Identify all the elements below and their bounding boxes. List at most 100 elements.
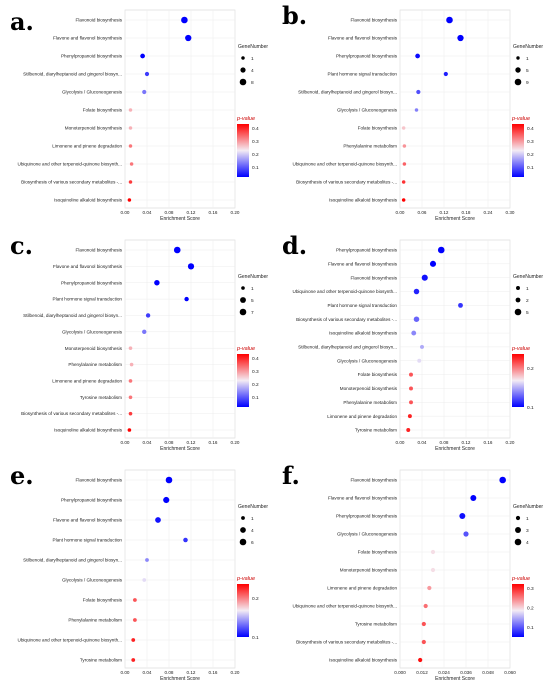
color-legend-title: p-value xyxy=(236,116,255,122)
category-label: Phenylpropanoid biosynthesis xyxy=(336,514,398,519)
data-point xyxy=(429,260,437,267)
category-label: Tyrosine metabolism xyxy=(80,658,122,663)
size-legend-label: 5 xyxy=(251,298,254,304)
plot-area xyxy=(399,9,511,209)
x-tick-label: 0.18 xyxy=(462,210,471,215)
x-tick-label: 0.24 xyxy=(484,210,493,215)
color-legend-title: p-value xyxy=(236,346,255,352)
panel-4: d.0.00 0.04 0.08 0.12 0.16 0.20Phenylpropanoi… xyxy=(282,231,543,452)
data-point xyxy=(128,108,133,112)
size-legend-label: 9 xyxy=(526,80,529,86)
color-legend-tick: 0.1 xyxy=(252,165,259,171)
x-tick-label: 0.16 xyxy=(209,670,218,675)
data-point xyxy=(184,296,189,302)
color-legend-tick: 0.1 xyxy=(527,165,534,171)
category-label: Monoterpenoid biosynthesis xyxy=(340,386,398,391)
data-point xyxy=(421,639,426,645)
color-legend-tick: 0.3 xyxy=(527,139,534,145)
category-label: Ubiquinone and other terpenoid-quinone b… xyxy=(18,162,122,167)
size-legend-label: 4 xyxy=(251,68,254,74)
x-tick-label: 0.20 xyxy=(506,440,515,445)
data-point xyxy=(128,144,133,148)
data-point xyxy=(145,313,151,318)
data-point xyxy=(127,198,132,202)
size-legend-label: 1 xyxy=(526,286,529,292)
category-label: Isoquinoline alkaloid biosynthesis xyxy=(54,198,123,203)
data-point xyxy=(420,344,424,349)
x-tick-label: 0.12 xyxy=(187,670,196,675)
x-axis-label: Enrichment Score xyxy=(160,676,200,682)
color-legend-tick: 0.3 xyxy=(527,586,534,592)
data-point xyxy=(129,362,134,367)
category-label: Glycolysis / Gluconeogenesis xyxy=(337,532,398,537)
category-label: Plant hormone signal transduction xyxy=(53,538,123,543)
panel-label: b. xyxy=(282,1,307,30)
x-tick-label: 0.30 xyxy=(506,210,515,215)
color-legend-title: p-value xyxy=(511,346,530,352)
x-tick-label: 0.20 xyxy=(231,670,240,675)
size-legend-title: GeneNumber xyxy=(238,504,268,510)
x-tick-label: 0.04 xyxy=(418,440,427,445)
category-label: Flavonoid biosynthesis xyxy=(76,18,123,23)
category-label: Flavone and flavonol biosynthesis xyxy=(53,36,123,41)
category-label: Limonene and pinene degradation xyxy=(327,586,397,591)
x-tick-label: 0.00 xyxy=(396,210,405,215)
data-point xyxy=(409,386,413,391)
size-legend-dot xyxy=(515,297,521,303)
data-point xyxy=(155,517,161,523)
x-tick-label: 0.04 xyxy=(143,670,152,675)
category-label: Flavone and flavonol biosynthesis xyxy=(328,496,398,501)
x-tick-label: 0.08 xyxy=(165,210,174,215)
category-label: Flavone and flavonol biosynthesis xyxy=(328,261,398,266)
category-label: Phenylalanine metabolism xyxy=(68,618,122,623)
color-legend-tick: 0.2 xyxy=(527,152,534,158)
plot-area xyxy=(399,469,511,669)
size-legend-dot xyxy=(241,56,245,60)
data-point xyxy=(459,513,466,519)
data-point xyxy=(128,346,133,350)
size-legend-dot xyxy=(241,286,245,290)
category-label: Monoterpenoid biosynthesis xyxy=(65,126,123,131)
category-label: Glycolysis / Gluconeogenesis xyxy=(337,358,398,363)
category-label: Tyrosine metabolism xyxy=(80,395,122,400)
x-tick-label: 0.12 xyxy=(462,440,471,445)
x-tick-label: 0.12 xyxy=(187,210,196,215)
data-point xyxy=(128,126,133,130)
data-point xyxy=(443,71,448,77)
data-point xyxy=(173,246,181,254)
data-point xyxy=(427,585,432,591)
x-tick-label: 0.16 xyxy=(209,210,218,215)
size-legend-dot xyxy=(515,527,521,533)
plot-area xyxy=(124,9,236,209)
data-point xyxy=(414,108,419,112)
category-label: Biosynthesis of various secondary metabo… xyxy=(21,411,122,416)
category-label: Folate biosynthesis xyxy=(358,372,398,377)
data-point xyxy=(421,274,428,281)
category-label: Stilbenoid, diarylheptanoid and gingerol… xyxy=(23,72,122,77)
color-legend-tick: 0.2 xyxy=(252,152,259,158)
category-label: Stilbenoid, diarylheptanoid and gingerol… xyxy=(298,345,397,350)
data-point xyxy=(402,144,407,148)
x-tick-label: 0.060 xyxy=(504,670,516,675)
data-point xyxy=(154,280,160,286)
size-legend-label: 7 xyxy=(251,310,254,316)
data-point xyxy=(407,414,412,419)
color-legend-title: p-value xyxy=(511,576,530,582)
category-label: Isoquinoline alkaloid biosynthesis xyxy=(329,658,398,663)
x-tick-label: 0.000 xyxy=(394,670,406,675)
data-point xyxy=(416,89,421,95)
category-label: Limonene and pinene degradation xyxy=(327,414,397,419)
size-legend-dot xyxy=(241,516,245,520)
size-legend-title: GeneNumber xyxy=(513,274,543,280)
category-label: Phenylpropanoid biosynthesis xyxy=(61,280,123,285)
category-label: Flavonoid biosynthesis xyxy=(351,275,398,280)
x-tick-label: 0.12 xyxy=(187,440,196,445)
size-legend-dot xyxy=(515,515,521,521)
category-label: Plant hormone signal transduction xyxy=(328,303,398,308)
color-legend-tick: 0.4 xyxy=(252,356,259,362)
category-label: Biosynthesis of various secondary metabo… xyxy=(296,317,397,322)
category-label: Flavonoid biosynthesis xyxy=(76,248,123,253)
category-label: Phenylalanine metabolism xyxy=(343,400,397,405)
color-bar xyxy=(237,584,249,637)
x-tick-label: 0.012 xyxy=(416,670,428,675)
